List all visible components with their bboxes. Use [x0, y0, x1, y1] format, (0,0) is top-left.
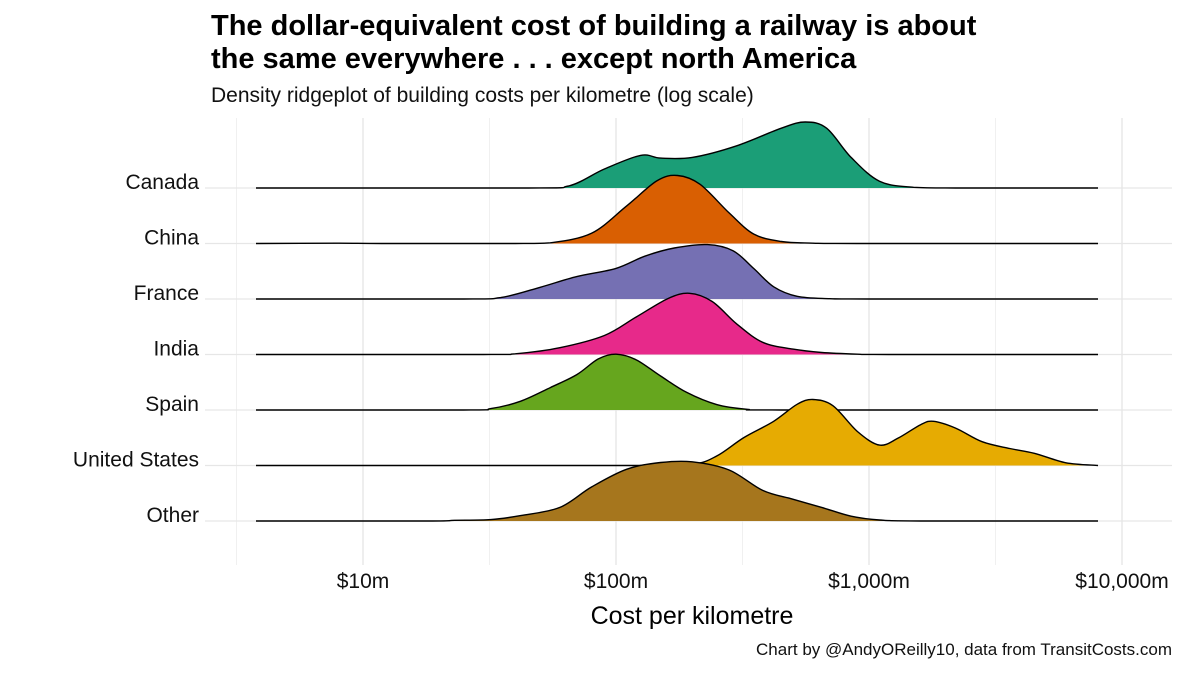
chart-caption: Chart by @AndyOReilly10, data from Trans…	[756, 640, 1172, 659]
x-tick-label: $100m	[584, 570, 648, 593]
y-label-india: India	[153, 338, 199, 361]
x-axis-title: Cost per kilometre	[591, 602, 794, 630]
y-label-china: China	[144, 227, 199, 250]
x-axis-tick-labels: $10m $100m $1,000m $10,000m	[337, 570, 1169, 593]
ridge-outline-canada	[256, 121, 1098, 189]
ridge-outline-spain	[256, 353, 1098, 411]
ridge-india	[256, 292, 1098, 356]
y-label-united-states: United States	[73, 449, 199, 472]
chart-title-line-2: the same everywhere . . . except north A…	[211, 43, 857, 75]
ridge-fill-france	[256, 244, 1098, 299]
ridge-outline-india	[256, 292, 1098, 356]
ridge-spain	[256, 353, 1098, 411]
ridge-other	[255, 460, 1098, 522]
chart-title: The dollar-equivalent cost of building a…	[211, 10, 976, 76]
ridge-fill-spain	[256, 354, 1098, 410]
ridge-china	[255, 174, 1099, 245]
chart-title-line-1: The dollar-equivalent cost of building a…	[211, 10, 977, 42]
ridge-fill-united-states	[256, 399, 1098, 466]
ridge-outline-other	[255, 460, 1098, 522]
ridge-france	[256, 243, 1098, 300]
ridge-outline-france	[256, 243, 1098, 300]
y-label-other: Other	[146, 504, 199, 527]
x-tick-label: $1,000m	[828, 570, 910, 593]
ridge-fill-china	[256, 175, 1098, 244]
ridges	[255, 121, 1099, 522]
x-tick-label: $10m	[337, 570, 390, 593]
x-tick-label: $10,000m	[1075, 570, 1168, 593]
ridge-fill-india	[256, 293, 1098, 355]
chart-subtitle: Density ridgeplot of building costs per …	[211, 84, 754, 107]
y-label-canada: Canada	[125, 171, 199, 194]
ridge-fill-other	[256, 461, 1098, 521]
y-label-spain: Spain	[145, 393, 199, 416]
y-axis-labels: Canada China France India Spain United States…	[73, 171, 199, 527]
ridge-outline-china	[255, 174, 1099, 245]
y-label-france: France	[134, 282, 199, 305]
